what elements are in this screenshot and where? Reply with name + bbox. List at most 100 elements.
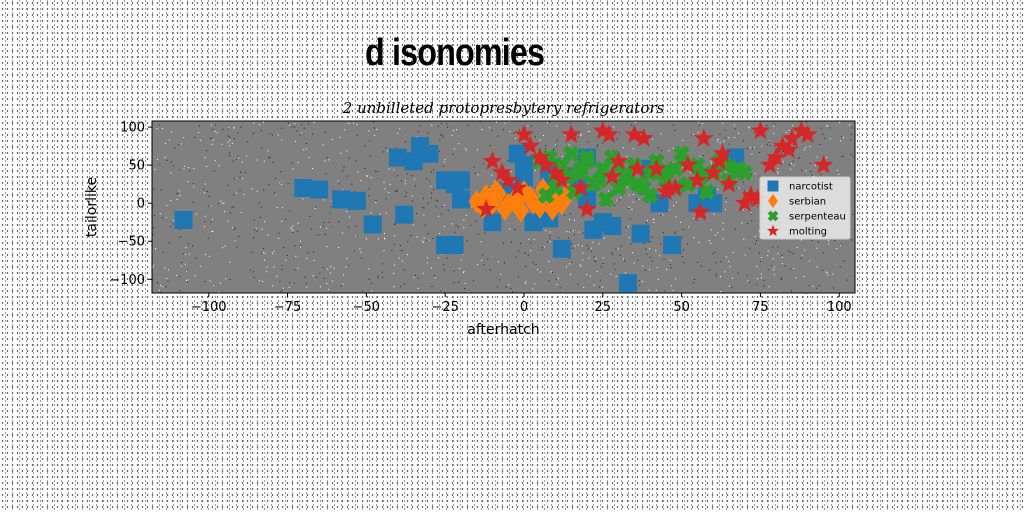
noise-dot [843,260,845,262]
noise-dot [186,270,188,272]
noise-dot [530,125,532,127]
noise-dot [389,183,391,185]
point-molting [570,177,591,197]
noise-dot [427,132,429,134]
point-serpenteau [572,160,590,178]
noise-dot [223,202,225,204]
noise-dot [652,138,654,140]
noise-dot [264,252,266,254]
noise-dot [820,127,822,129]
noise-dot [186,281,188,283]
noise-dot [656,267,658,269]
noise-dot [286,255,288,257]
noise-dot [770,265,772,267]
noise-dot [520,242,522,244]
noise-dot [375,199,377,201]
noise-dot [754,173,756,175]
point-serpenteau [597,191,615,208]
data-marks [174,120,834,293]
noise-dot [742,140,744,142]
noise-dot [722,222,724,224]
noise-dot [427,257,429,259]
noise-dot [368,195,370,197]
noise-dot [426,262,428,264]
noise-dot [401,180,403,182]
noise-dot [660,243,662,245]
noise-dot [611,252,613,254]
noise-dot [613,263,615,265]
noise-dot [734,136,736,138]
noise-dot [773,123,775,125]
noise-dot [777,168,779,170]
noise-dot [633,262,635,264]
noise-dot [235,178,237,180]
noise-dot [211,218,213,220]
noise-dot [320,226,322,228]
point-molting [507,177,528,197]
noise-dot [292,231,294,233]
noise-dot [477,233,479,235]
noise-dot [545,145,547,147]
noise-dot [307,252,309,254]
noise-dot [169,139,171,141]
noise-dot [195,257,197,259]
noise-dot [788,130,790,132]
point-narcotist [524,213,543,232]
legend-marker-molting [766,224,780,237]
noise-dot [369,140,371,142]
noise-dot [766,124,768,126]
point-narcotist [631,224,650,243]
noise-dot [750,203,752,205]
noise-dot [293,126,295,128]
noise-dot [328,221,330,223]
noise-dot [645,222,647,224]
noise-dot [373,121,375,123]
noise-dot [382,263,384,265]
noise-dot [364,168,366,170]
x-tick-label: 25 [595,300,612,315]
noise-dot [483,264,485,266]
noise-dot [510,287,512,289]
point-molting [545,162,566,182]
noise-dot [593,284,595,286]
noise-dot [670,259,672,261]
noise-dot [423,214,425,216]
noise-dot [253,122,255,124]
noise-dot [833,287,835,289]
noise-dot [192,201,194,203]
noise-dot [586,274,588,276]
noise-dot [370,177,372,179]
point-serpenteau [641,187,659,204]
point-molting [482,150,503,170]
noise-dot [646,253,648,255]
noise-dot [431,171,433,173]
noise-dot [464,148,466,150]
noise-dot [254,229,256,231]
noise-dot [198,125,200,127]
noise-dot [368,130,370,132]
noise-dot [355,160,357,162]
noise-dot [331,139,333,141]
noise-dot [697,132,699,134]
noise-dot [197,132,199,134]
noise-dot [431,124,433,126]
noise-dot [527,125,529,127]
point-narcotist [451,190,470,209]
noise-dot [818,285,820,287]
noise-dot [803,275,805,277]
noise-dot [460,259,462,261]
noise-dot [681,236,683,238]
noise-dot [152,205,154,207]
noise-dot [252,132,254,134]
noise-dot [356,124,358,126]
noise-dot [265,271,267,273]
noise-dot [808,285,810,287]
point-molting [791,120,812,140]
noise-dot [556,140,558,142]
noise-dot [504,122,506,124]
noise-dot [388,191,390,193]
point-narcotist [395,205,414,224]
noise-dot [600,266,602,268]
noise-dot [288,286,290,288]
